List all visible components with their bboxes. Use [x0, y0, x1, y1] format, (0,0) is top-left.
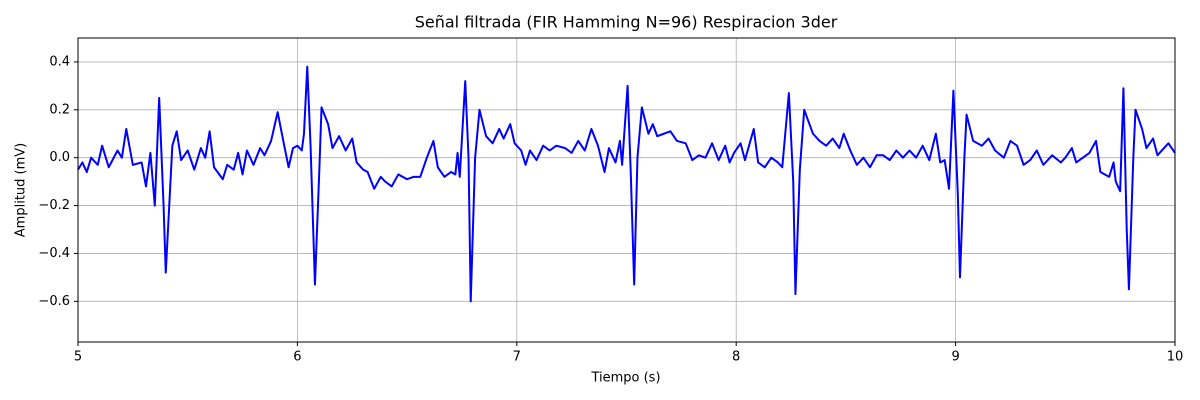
y-tick-label: 0.4 [49, 54, 70, 69]
y-axis-label: Amplitud (mV) [14, 143, 29, 237]
y-tick-label: 0.2 [49, 102, 70, 117]
x-tick-label: 6 [293, 350, 301, 365]
plot-frame [77, 37, 1176, 343]
y-tick-label: 0.0 [49, 150, 70, 165]
x-tick-label: 10 [1167, 350, 1184, 365]
data-line [77, 65, 1176, 303]
y-tick-label: −0.4 [38, 246, 70, 261]
x-tick-label: 9 [951, 350, 959, 365]
x-axis-label: Tiempo (s) [590, 371, 660, 386]
y-tick-label: −0.2 [38, 198, 70, 213]
x-tick-label: 8 [732, 350, 740, 365]
x-tick-label: 7 [513, 350, 521, 365]
chart-title: Señal filtrada (FIR Hamming N=96) Respir… [415, 13, 838, 32]
x-tick-label: 5 [74, 350, 82, 365]
y-tick-label: −0.6 [38, 294, 70, 309]
